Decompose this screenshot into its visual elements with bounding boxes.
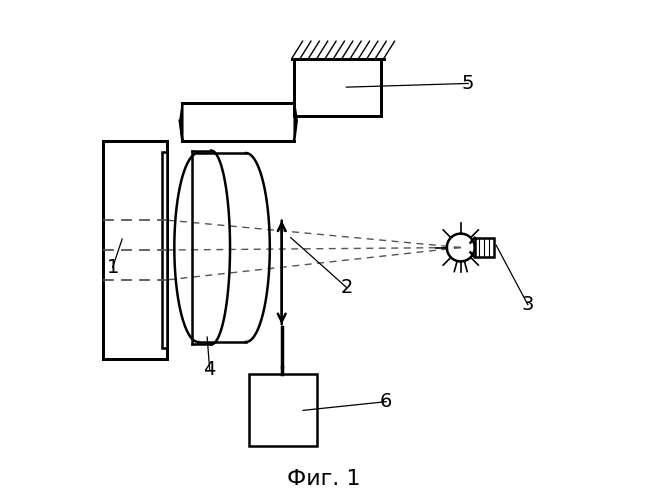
Text: 1: 1 [106, 258, 119, 277]
Text: Фиг. 1: Фиг. 1 [287, 468, 361, 488]
Text: 6: 6 [380, 392, 392, 411]
Bar [249, 374, 316, 446]
Polygon shape [179, 104, 182, 141]
Bar [294, 58, 381, 116]
Bar [103, 140, 167, 360]
Text: 4: 4 [203, 360, 216, 379]
Text: 5: 5 [462, 74, 474, 93]
Polygon shape [294, 104, 297, 141]
Text: 3: 3 [522, 295, 534, 314]
Bar [474, 238, 494, 258]
Bar [162, 152, 167, 348]
Text: 2: 2 [340, 278, 353, 297]
